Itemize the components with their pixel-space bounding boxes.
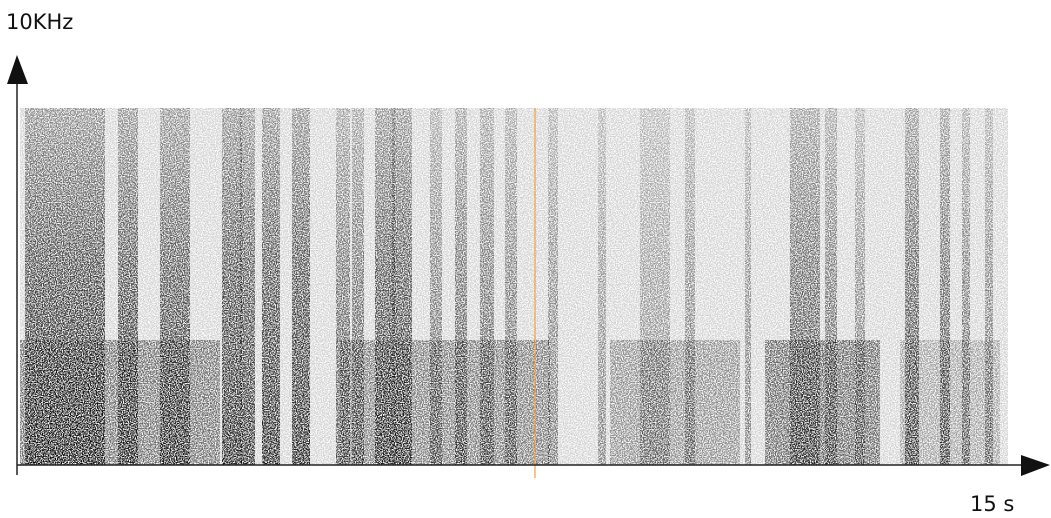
spectrogram-view: 10KHz 15 s (0, 0, 1051, 518)
spectrogram-band (222, 108, 242, 465)
spectrogram-band (962, 108, 970, 465)
spectrogram-band (25, 108, 105, 465)
spectrogram-band (905, 108, 919, 465)
spectrogram-band (505, 108, 517, 465)
spectrogram-band (240, 108, 255, 465)
spectrogram-band (430, 108, 442, 465)
spectrogram-band (455, 108, 467, 465)
y-axis-arrow (7, 55, 28, 84)
spectrogram-band (548, 108, 558, 465)
spectrogram-band (118, 108, 138, 465)
spectrogram-band (745, 108, 751, 465)
spectrogram-band (685, 108, 695, 465)
spectrogram-band (292, 108, 310, 465)
spectrogram-band (392, 108, 412, 465)
spectrogram-band (336, 108, 350, 465)
spectrogram-band (610, 340, 740, 465)
page: 10KHz 15 s (() => { const data = JSON.pa… (0, 0, 1051, 518)
spectrogram-band (640, 108, 670, 465)
spectrogram-band (598, 108, 606, 465)
spectrogram-band (160, 108, 190, 465)
spectrogram-band (985, 108, 993, 465)
spectrogram-band (825, 108, 837, 465)
spectrogram-band (790, 108, 820, 465)
spectrogram-band (352, 108, 364, 465)
y-axis-label: 10KHz (6, 10, 73, 34)
x-axis-arrow (1021, 455, 1050, 476)
spectrogram-band (262, 108, 280, 465)
spectrogram-band (940, 108, 950, 465)
spectrogram-band (855, 108, 865, 465)
x-axis-label: 15 s (970, 492, 1014, 516)
spectrogram-band (340, 340, 550, 465)
spectrogram (20, 108, 1008, 465)
spectrogram-band (480, 108, 494, 465)
